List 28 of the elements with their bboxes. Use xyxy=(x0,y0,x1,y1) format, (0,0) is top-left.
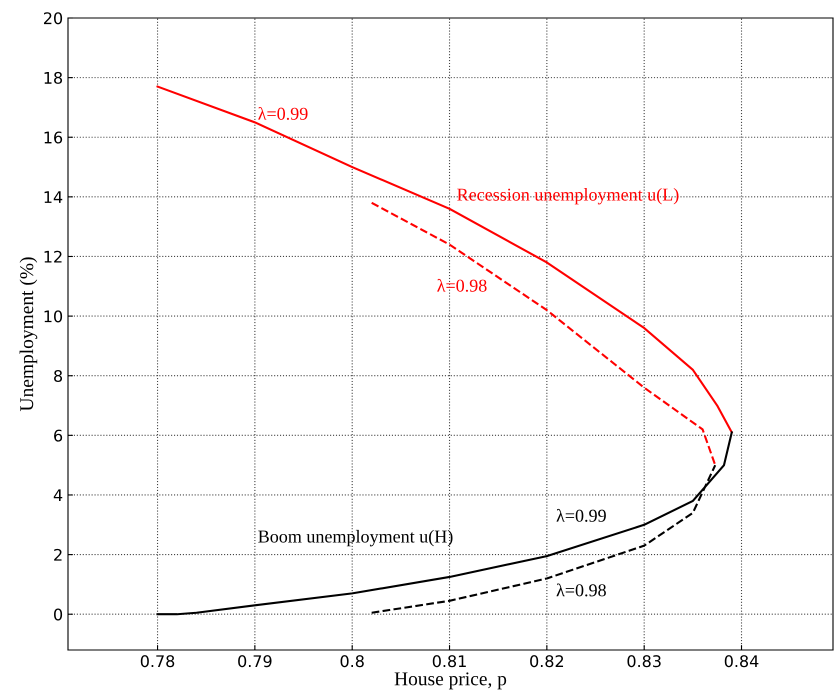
y-tick-label: 12 xyxy=(44,250,62,263)
annotation: Recession unemployment u(L) xyxy=(457,188,678,204)
annotation: Boom unemployment u(H) xyxy=(258,530,453,546)
y-tick-label: 6 xyxy=(54,430,62,442)
x-tick-label: 0.79 xyxy=(238,655,272,668)
series-label: λ=0.98 xyxy=(556,583,606,596)
x-tick-label: 0.78 xyxy=(140,655,174,668)
series-label: λ=0.98 xyxy=(437,278,487,292)
y-tick-label: 16 xyxy=(44,131,62,144)
x-tick-label: 0.83 xyxy=(627,655,661,668)
y-axis-title: Unemployment (%) xyxy=(20,257,38,412)
x-tick-label: 0.84 xyxy=(724,655,758,668)
y-tick-label: 18 xyxy=(44,72,62,84)
line-series xyxy=(156,431,733,616)
series-label: λ=0.99 xyxy=(258,106,308,120)
x-tick-label: 0.82 xyxy=(530,655,564,668)
y-tick-label: 4 xyxy=(54,489,62,502)
y-tick-label: 2 xyxy=(54,548,62,561)
line-series xyxy=(156,86,733,434)
y-tick-label: 20 xyxy=(44,12,62,24)
x-tick-label: 0.8 xyxy=(340,655,364,668)
series-label: λ=0.99 xyxy=(556,508,606,522)
y-tick-label: 10 xyxy=(44,310,62,322)
y-tick-label: 0 xyxy=(54,608,62,621)
y-tick-label: 8 xyxy=(54,370,62,382)
y-tick-label: 14 xyxy=(44,191,62,203)
x-tick-label: 0.81 xyxy=(432,655,466,668)
x-axis-title: House price, p xyxy=(394,672,506,690)
